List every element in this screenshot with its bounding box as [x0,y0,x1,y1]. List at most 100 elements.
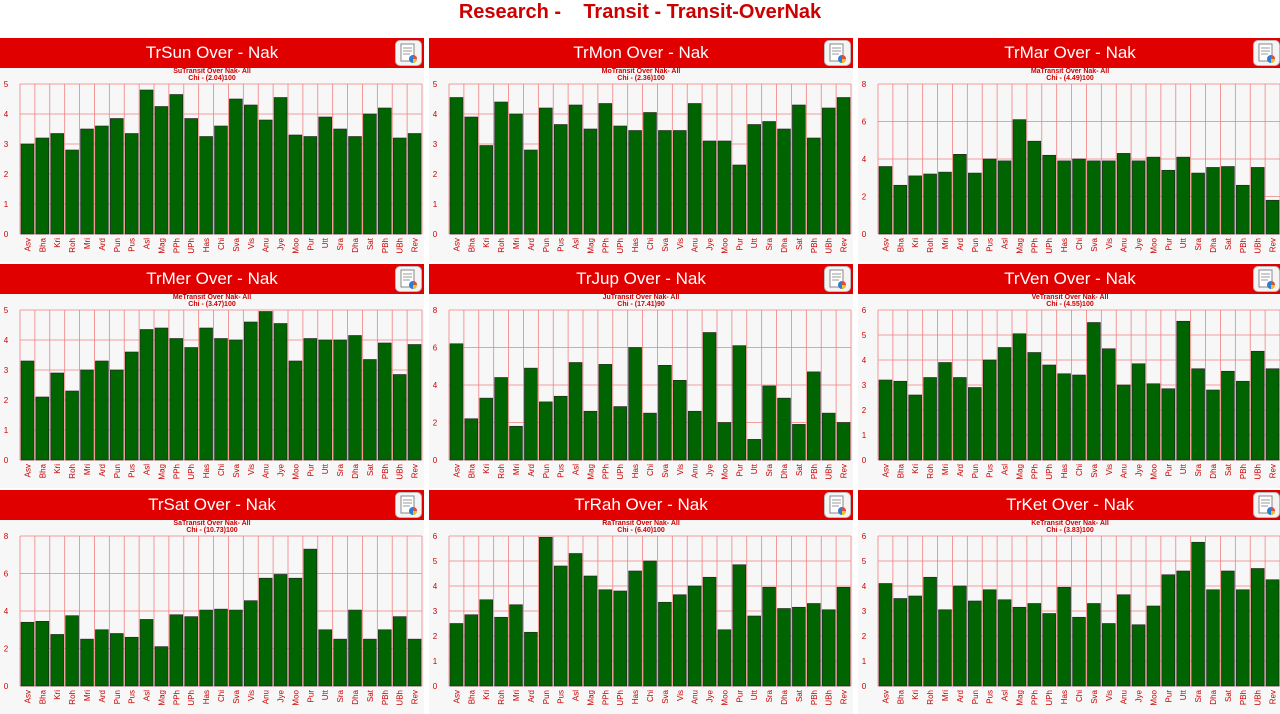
panel-header: TrSun Over - Nak [0,38,424,68]
bar [258,311,273,461]
bar [628,347,642,461]
report-button[interactable] [1253,266,1280,292]
x-tick-label: Anu [1120,238,1129,252]
x-tick-label: UPh [616,238,625,254]
x-tick-label: Utt [1179,463,1188,474]
bar [65,390,79,461]
bar [673,380,687,461]
bar [553,395,568,461]
panel-header: TrRah Over - Nak [429,490,853,520]
x-tick-label: Anu [262,690,271,704]
x-tick-label: PBh [810,238,819,253]
bar [288,577,303,687]
x-tick-label: Chi [1075,464,1084,476]
x-tick-label: Moo [291,237,300,253]
x-tick-label: Mri [83,690,92,701]
x-tick-label: Ard [956,690,965,702]
bar [821,107,836,235]
report-button[interactable] [1253,40,1280,66]
bar [1206,389,1220,461]
bar [1027,140,1042,235]
chart-subtitle: Chi - (2.36)100 [617,75,665,82]
x-tick-label: Moo [720,689,729,705]
y-tick-label: 3 [862,607,867,616]
y-tick-label: 5 [862,557,867,566]
panel-title: TrKet Over - Nak [1006,495,1134,514]
x-tick-label: Bha [38,237,47,252]
bar [333,128,347,235]
x-tick-label: Roh [926,464,935,479]
x-tick-label: Utt [750,689,759,700]
report-button[interactable] [824,266,851,292]
y-tick-label: 2 [433,632,438,641]
report-button[interactable] [1253,492,1280,518]
y-tick-label: 0 [433,456,438,465]
bar [598,364,613,461]
bar [1131,160,1146,235]
y-tick-label: 0 [862,682,867,691]
x-tick-label: Sva [1090,463,1099,477]
bar [1042,154,1056,235]
bar [1265,579,1280,687]
x-tick-label: PPh [1030,464,1039,479]
bar [378,629,392,687]
x-tick-label: Pus [557,690,566,704]
y-tick-label: 0 [862,456,867,465]
bar [777,128,791,235]
x-tick-label: Ard [527,238,536,250]
x-tick-label: Has [631,464,640,478]
bar [997,160,1012,235]
bar [982,359,997,461]
x-tick-label: Pur [306,238,315,251]
x-tick-label: Sra [1194,463,1203,476]
x-tick-label: Roh [68,464,77,479]
bar [509,604,523,687]
bar [35,621,50,687]
bar [628,130,642,235]
bar [1176,156,1190,235]
bar [407,638,422,687]
x-tick-label: Asv [23,464,32,477]
x-tick-label: Pun [113,690,122,704]
chart-subtitle: Chi - (4.55)100 [1046,301,1094,308]
x-tick-label: Vis [676,238,685,249]
report-button[interactable] [824,492,851,518]
report-button[interactable] [395,266,422,292]
y-tick-label: 3 [4,140,9,149]
bar [836,97,851,235]
report-button[interactable] [395,40,422,66]
x-tick-label: UPh [1045,464,1054,480]
y-tick-label: 2 [433,419,438,428]
bar [628,570,642,687]
x-tick-label: UBh [1254,690,1263,706]
x-tick-label: Pur [735,690,744,703]
x-tick-label: Asv [881,238,890,251]
y-tick-label: 2 [862,406,867,415]
bar [893,380,908,461]
bar [1116,153,1131,235]
x-tick-label: UPh [1045,238,1054,254]
x-tick-label: PBh [381,464,390,479]
bar [199,136,213,235]
chart-subtitle: Chi - (10.73)100 [186,527,237,534]
bar [139,89,154,235]
bar [273,97,288,235]
x-tick-label: PPh [1030,238,1039,253]
x-tick-label: PBh [1239,464,1248,479]
chart-subtitle: Chi - (3.47)100 [188,301,236,308]
x-tick-label: PPh [1030,690,1039,705]
x-tick-label: Utt [321,689,330,700]
bar [1161,169,1176,235]
bar [363,113,377,235]
bar [20,360,35,461]
report-button[interactable] [395,492,422,518]
x-tick-label: Chi [217,690,226,702]
x-tick-label: Dha [351,237,360,252]
chart-panel: TrVen Over - Nak VeTransit Over Nak- All C… [858,264,1280,488]
x-tick-label: Mri [83,238,92,249]
bar [479,397,493,461]
bar [836,422,851,461]
x-tick-label: Bha [38,463,47,478]
report-button[interactable] [824,40,851,66]
